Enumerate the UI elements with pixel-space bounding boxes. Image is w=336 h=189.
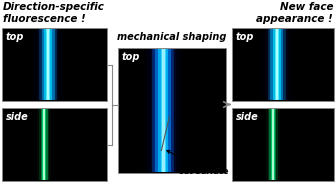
- Bar: [269, 29, 285, 100]
- Bar: [268, 109, 278, 180]
- Bar: [41, 109, 47, 180]
- Bar: [271, 109, 275, 180]
- Bar: [42, 29, 55, 100]
- Bar: [43, 109, 45, 180]
- Bar: [276, 29, 278, 100]
- Text: top: top: [122, 52, 140, 62]
- Bar: [270, 29, 283, 100]
- Text: mechanical shaping: mechanical shaping: [117, 32, 227, 42]
- Bar: [269, 109, 276, 180]
- Bar: [272, 109, 274, 180]
- Text: New face
appearance !: New face appearance !: [256, 2, 333, 24]
- Bar: [143, 49, 183, 172]
- Text: side: side: [236, 112, 259, 122]
- Bar: [46, 29, 50, 100]
- Bar: [37, 29, 59, 100]
- Bar: [275, 29, 279, 100]
- Bar: [232, 28, 334, 101]
- Bar: [148, 49, 179, 172]
- Bar: [2, 108, 107, 181]
- Bar: [155, 49, 171, 172]
- Bar: [39, 109, 49, 180]
- Bar: [232, 108, 334, 181]
- Text: Cut Surface: Cut Surface: [167, 150, 229, 176]
- Bar: [158, 49, 168, 172]
- Bar: [151, 49, 176, 172]
- Bar: [162, 49, 165, 172]
- Bar: [152, 49, 174, 172]
- Bar: [153, 49, 173, 172]
- Bar: [155, 49, 171, 172]
- Bar: [37, 109, 51, 180]
- Bar: [262, 29, 292, 100]
- Bar: [273, 29, 281, 100]
- Bar: [268, 29, 286, 100]
- Text: top: top: [236, 32, 254, 42]
- Bar: [266, 29, 288, 100]
- Bar: [39, 29, 57, 100]
- Text: top: top: [6, 32, 25, 42]
- Bar: [44, 29, 52, 100]
- Bar: [40, 29, 56, 100]
- Bar: [47, 29, 49, 100]
- Bar: [118, 48, 226, 173]
- Bar: [33, 29, 63, 100]
- Bar: [42, 109, 46, 180]
- Bar: [266, 109, 280, 180]
- Text: Direction-specific
fluorescence !: Direction-specific fluorescence !: [3, 2, 105, 24]
- Bar: [42, 29, 54, 100]
- Bar: [271, 29, 283, 100]
- Text: side: side: [6, 112, 29, 122]
- Bar: [161, 49, 166, 172]
- Bar: [2, 28, 107, 101]
